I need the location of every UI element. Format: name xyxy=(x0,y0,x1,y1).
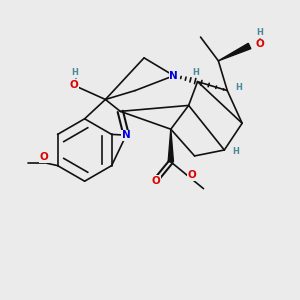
Text: O: O xyxy=(70,80,79,90)
Text: O: O xyxy=(187,170,196,180)
Polygon shape xyxy=(168,129,173,162)
Text: H: H xyxy=(232,147,239,156)
Text: H: H xyxy=(193,68,200,76)
Text: O: O xyxy=(152,176,160,186)
Text: N: N xyxy=(169,71,178,81)
Polygon shape xyxy=(218,43,251,61)
Text: N: N xyxy=(122,130,130,140)
Text: H: H xyxy=(71,68,78,77)
Text: H: H xyxy=(235,83,242,92)
Text: O: O xyxy=(40,152,49,162)
Text: H: H xyxy=(256,28,263,37)
Text: O: O xyxy=(256,40,264,50)
